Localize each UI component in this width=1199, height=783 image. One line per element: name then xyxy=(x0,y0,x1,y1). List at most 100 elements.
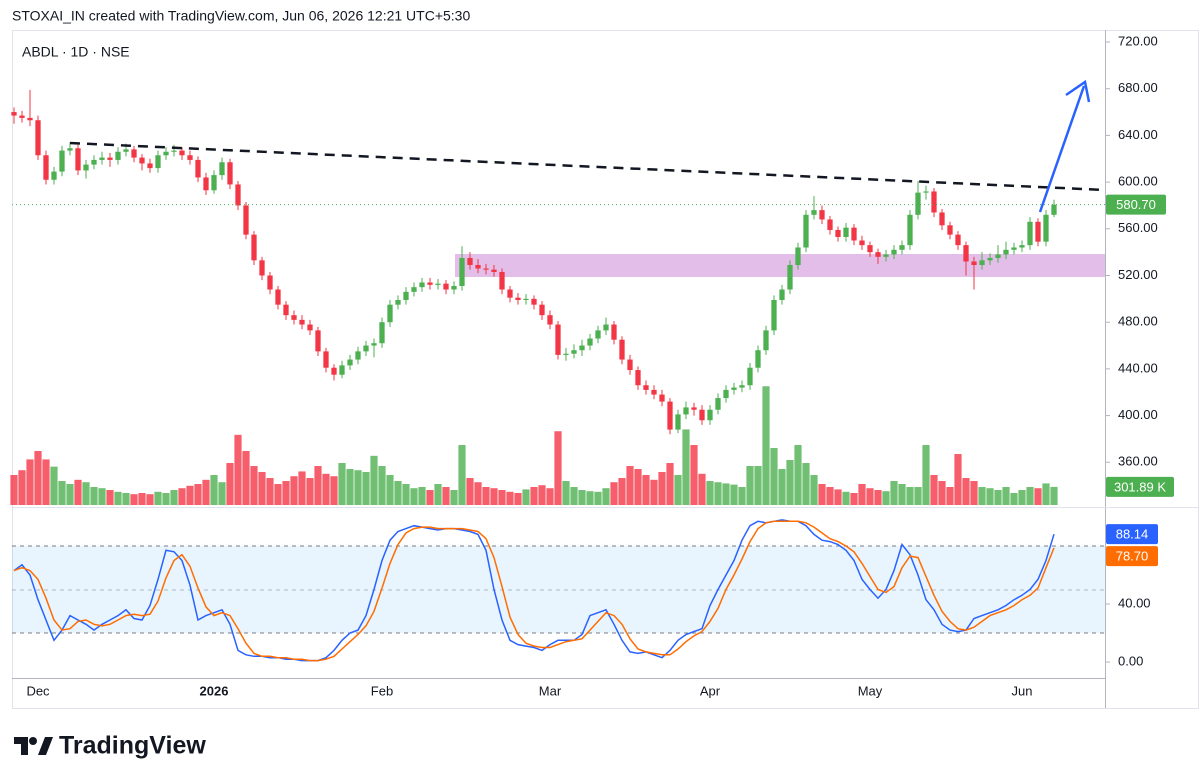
candle-body xyxy=(179,150,185,156)
candle-body xyxy=(451,286,457,290)
volume-bar xyxy=(914,487,922,505)
candle-body xyxy=(867,245,873,253)
candle-body xyxy=(387,304,393,323)
y-tick-label: 400.00 xyxy=(1118,407,1158,422)
candle-body xyxy=(739,385,745,388)
candle-body xyxy=(1027,221,1033,246)
candle-body xyxy=(691,407,697,410)
volume-bar xyxy=(210,475,218,505)
volume-bar xyxy=(26,459,34,505)
candle-body xyxy=(707,409,713,421)
candle-body xyxy=(947,225,953,235)
volume-bar xyxy=(178,488,186,505)
y-tick-label: 600.00 xyxy=(1118,174,1158,189)
volume-bar xyxy=(826,487,834,505)
candle-body xyxy=(91,159,97,165)
volume-bar xyxy=(530,487,538,505)
candle-body xyxy=(627,359,633,371)
volume-bar xyxy=(618,478,626,505)
volume-bar xyxy=(90,487,98,505)
volume-bar xyxy=(874,490,882,505)
volume-bar xyxy=(658,472,666,505)
stoch-line xyxy=(13,520,1055,662)
volume-bar xyxy=(810,475,818,505)
candle-body xyxy=(1003,249,1009,255)
stoch-label: 88.14 xyxy=(1116,527,1149,542)
candle-body xyxy=(779,289,785,301)
candle-body xyxy=(411,287,417,292)
candle-body xyxy=(459,257,465,287)
volume-bar xyxy=(330,476,338,505)
candle-body xyxy=(931,191,937,213)
volume-bar xyxy=(490,488,498,505)
candle-body xyxy=(227,162,233,185)
x-tick-label: May xyxy=(858,683,883,698)
candle-body xyxy=(171,150,177,152)
volume-badge xyxy=(1106,476,1174,497)
candle-body xyxy=(939,212,945,226)
candle-body xyxy=(27,117,33,121)
candle-body xyxy=(563,353,569,355)
volume-bar xyxy=(250,466,258,505)
candle-body xyxy=(395,300,401,305)
candle-body xyxy=(203,177,209,191)
candle-body xyxy=(491,269,497,272)
candle-body xyxy=(275,289,281,305)
volume-bar xyxy=(970,481,978,505)
volume-bar xyxy=(546,488,554,505)
y-tick-label: 360.00 xyxy=(1118,454,1158,469)
candle-body xyxy=(675,414,681,430)
candle-body xyxy=(355,351,361,360)
volume-bar xyxy=(218,482,226,505)
candle-body xyxy=(747,367,753,386)
candle-body xyxy=(483,268,489,270)
candle-body xyxy=(587,338,593,346)
candle-body xyxy=(267,275,273,290)
candle-body xyxy=(683,407,689,415)
candle-body xyxy=(731,387,737,390)
candle-body xyxy=(787,264,793,290)
candle-body xyxy=(83,164,89,171)
volume-bar xyxy=(58,481,66,505)
stoch-badge xyxy=(1106,546,1158,567)
candle-body xyxy=(211,175,217,191)
candle-layer xyxy=(11,89,1057,435)
candle-body xyxy=(499,271,505,290)
volume-bar xyxy=(114,491,122,505)
volume-bar xyxy=(418,487,426,505)
volume-bar xyxy=(890,481,898,505)
volume-bar xyxy=(42,459,50,505)
volume-bar xyxy=(682,429,690,505)
candle-body xyxy=(979,260,985,265)
candle-body xyxy=(259,260,265,276)
stoch-label: 78.70 xyxy=(1116,549,1149,564)
volume-bar xyxy=(754,466,762,505)
candle-body xyxy=(379,322,385,344)
volume-bar xyxy=(1010,493,1018,505)
volume-bar xyxy=(946,487,954,505)
volume-bar xyxy=(234,434,242,505)
trend-line xyxy=(69,141,1106,192)
volume-bar xyxy=(298,471,306,505)
volume-bar xyxy=(850,493,858,505)
volume-bar xyxy=(290,476,298,505)
candle-body xyxy=(75,148,81,171)
volume-bar xyxy=(898,484,906,505)
volume-bar xyxy=(786,460,794,505)
stoch-badge xyxy=(1106,524,1158,545)
candle-body xyxy=(619,339,625,360)
volume-bar xyxy=(634,469,642,505)
volume-bar xyxy=(746,466,754,505)
candle-body xyxy=(35,120,41,156)
volume-bar xyxy=(186,485,194,505)
candle-body xyxy=(811,210,817,215)
candle-body xyxy=(51,171,57,180)
volume-bar xyxy=(794,445,802,505)
volume-bar xyxy=(10,475,18,505)
volume-bar xyxy=(866,488,874,505)
volume-bar xyxy=(474,482,482,505)
x-tick-label: 2026 xyxy=(200,683,229,698)
candle-body xyxy=(155,155,161,169)
candle-body xyxy=(795,247,801,265)
